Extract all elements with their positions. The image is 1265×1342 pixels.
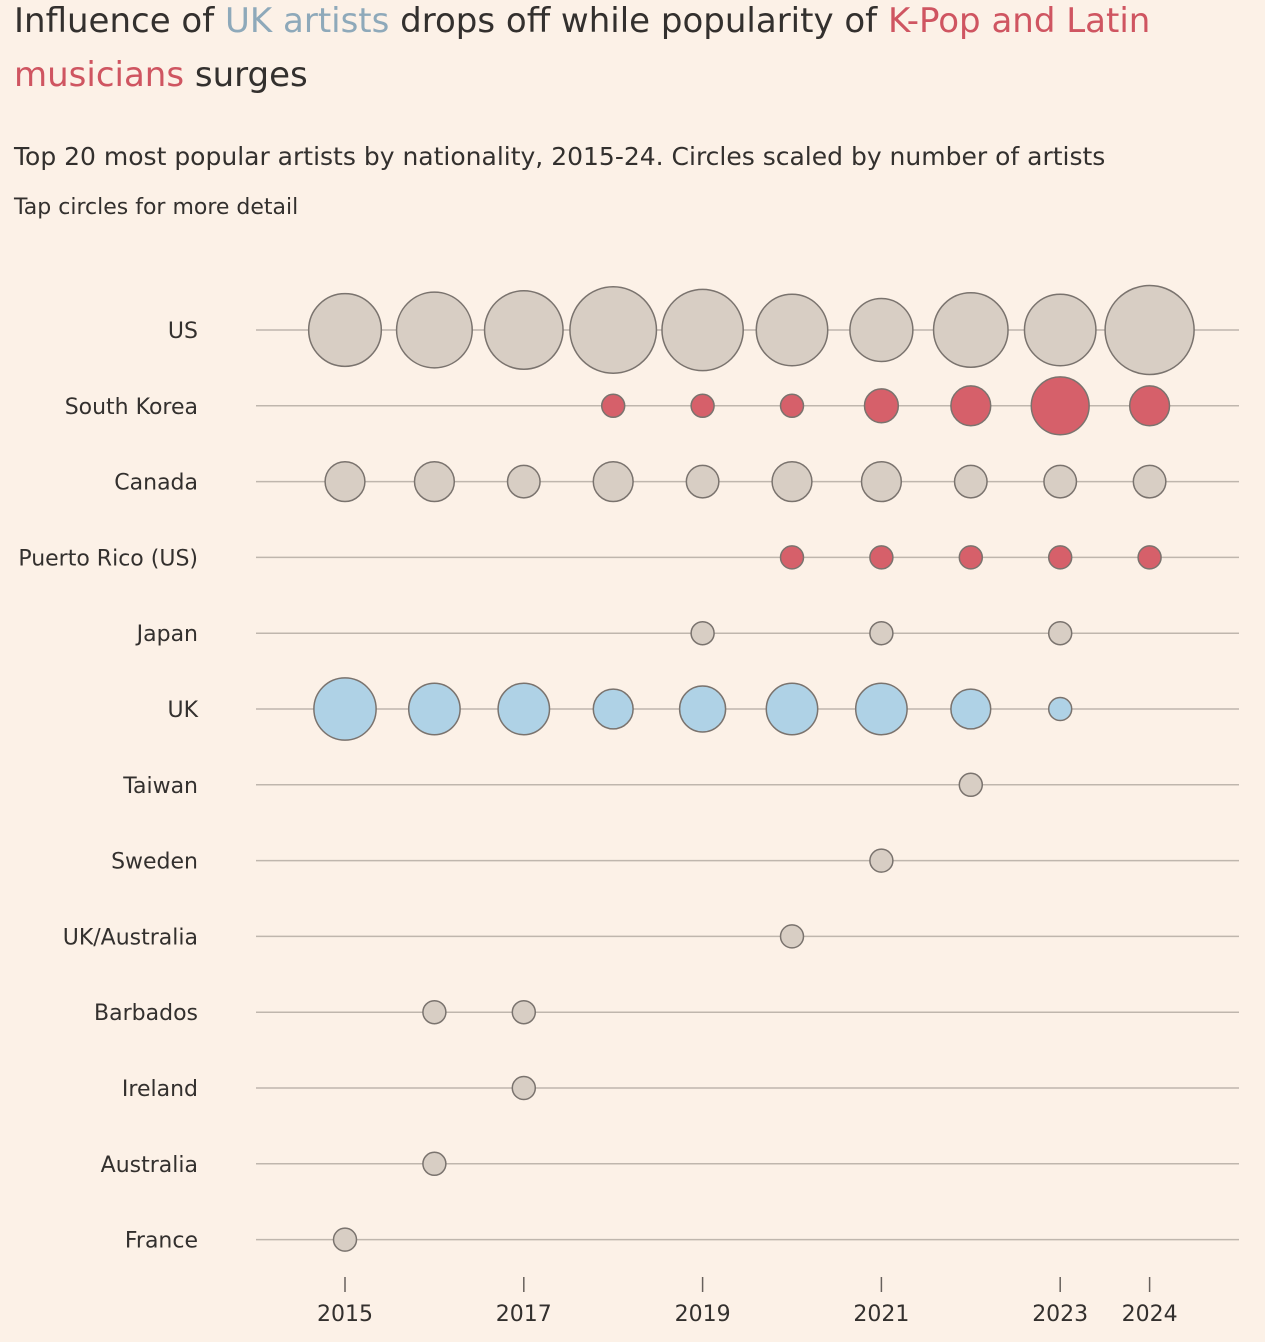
bubble-puerto-rico-us-2022[interactable]: Puerto Rico (US) 2022	[958, 545, 984, 570]
bubble-canada-2020[interactable]: Canada 2020	[771, 460, 813, 503]
x-tick-label-2024: 2024	[1122, 1302, 1178, 1327]
bubble-australia-2016[interactable]: Australia 2016	[422, 1151, 447, 1177]
bubble-puerto-rico-us-2024[interactable]: Puerto Rico (US) 2024	[1137, 545, 1162, 570]
row-label-canada: Canada	[114, 471, 198, 496]
bubble-canada-2018[interactable]: Canada 2018	[592, 460, 634, 503]
bubble-puerto-rico-us-2021[interactable]: Puerto Rico (US) 2021	[869, 545, 894, 570]
bubble-us-2019[interactable]: US 2019	[661, 288, 744, 372]
bubble-south-korea-2024[interactable]: South Korea 2024	[1128, 385, 1171, 427]
bubble-uk-2016[interactable]: UK 2016	[407, 682, 461, 736]
bubble-uk-2015[interactable]: UK 2015	[313, 677, 377, 741]
bubble-puerto-rico-us-2023[interactable]: Puerto Rico (US) 2023	[1047, 545, 1073, 570]
row-label-france: France	[125, 1229, 198, 1254]
row-label-taiwan: Taiwan	[122, 774, 198, 799]
bubble-canada-2019[interactable]: Canada 2019	[685, 464, 720, 499]
bubble-us-2024[interactable]: US 2024	[1104, 284, 1195, 376]
bubble-south-korea-2018[interactable]: South Korea 2018	[600, 393, 626, 419]
bubble-france-2015[interactable]: France 2015	[332, 1227, 358, 1252]
bubble-japan-2019[interactable]: Japan 2019	[690, 620, 715, 646]
bubble-uk-2018[interactable]: UK 2018	[592, 688, 634, 730]
bubble-us-2023[interactable]: US 2023	[1023, 293, 1097, 367]
bubble-us-2022[interactable]: US 2022	[932, 292, 1009, 368]
row-label-ireland: Ireland	[122, 1077, 198, 1102]
bubble-uk-2022[interactable]: UK 2022	[950, 688, 992, 730]
title-highlight-kpop-latin: K-Pop and Latin musicians	[14, 1, 1151, 95]
x-tick-label-2021: 2021	[853, 1302, 909, 1327]
bubble-canada-2023[interactable]: Canada 2023	[1043, 464, 1078, 499]
row-label-australia: Australia	[101, 1153, 198, 1178]
bubble-japan-2023[interactable]: Japan 2023	[1047, 620, 1073, 646]
bubble-barbados-2017[interactable]: Barbados 2017	[511, 999, 537, 1025]
row-label-puerto-rico-us: Puerto Rico (US)	[18, 546, 198, 571]
row-label-uk: UK	[167, 698, 198, 723]
row-label-south-korea: South Korea	[65, 395, 198, 420]
title-part-5: surges	[184, 55, 308, 95]
row-label-barbados: Barbados	[94, 1001, 198, 1026]
x-tick-label-2015: 2015	[317, 1302, 373, 1327]
bubble-barbados-2016[interactable]: Barbados 2016	[422, 999, 447, 1025]
bubble-south-korea-2022[interactable]: South Korea 2022	[950, 385, 992, 427]
tap-hint: Tap circles for more detail	[14, 195, 299, 220]
bubble-canada-2024[interactable]: Canada 2024	[1132, 464, 1167, 499]
bubble-taiwan-2022[interactable]: Taiwan 2022	[958, 772, 984, 798]
bubble-canada-2021[interactable]: Canada 2021	[860, 460, 903, 503]
row-label-us: US	[168, 319, 198, 344]
row-label-sweden: Sweden	[111, 850, 198, 875]
bubble-south-korea-2020[interactable]: South Korea 2020	[779, 393, 805, 419]
bubble-canada-2016[interactable]: Canada 2016	[413, 460, 456, 503]
bubble-uk-2021[interactable]: UK 2021	[854, 682, 908, 736]
chart-subtitle: Top 20 most popular artists by nationali…	[14, 142, 1106, 171]
row-label-uk-australia: UK/Australia	[63, 925, 198, 950]
x-tick-label-2019: 2019	[675, 1302, 731, 1327]
x-tick-label-2023: 2023	[1032, 1302, 1088, 1327]
title-part-3: drops off while popularity of	[389, 1, 888, 41]
chart-title: Influence of UK artists drops off while …	[14, 0, 1244, 102]
bubble-canada-2015[interactable]: Canada 2015	[324, 460, 366, 503]
bubble-uk-2020[interactable]: UK 2020	[765, 682, 819, 736]
bubble-us-2015[interactable]: US 2015	[307, 292, 383, 368]
title-highlight-uk: UK artists	[225, 1, 390, 41]
bubble-south-korea-2019[interactable]: South Korea 2019	[690, 393, 715, 419]
bubble-uk-2019[interactable]: UK 2019	[678, 685, 727, 733]
bubble-uk-2017[interactable]: UK 2017	[497, 682, 551, 736]
bubble-japan-2021[interactable]: Japan 2021	[869, 620, 894, 646]
bubble-south-korea-2021[interactable]: South Korea 2021	[863, 388, 900, 424]
bubble-us-2016[interactable]: US 2016	[395, 291, 473, 369]
bubble-ireland-2017[interactable]: Ireland 2017	[511, 1075, 537, 1101]
bubble-us-2017[interactable]: US 2017	[483, 290, 564, 370]
bubble-south-korea-2023[interactable]: South Korea 2023	[1030, 376, 1090, 436]
bubble-uk-australia-2020[interactable]: UK/Australia 2020	[779, 924, 805, 949]
row-label-japan: Japan	[135, 622, 198, 647]
bubble-puerto-rico-us-2020[interactable]: Puerto Rico (US) 2020	[779, 545, 805, 570]
bubble-us-2018[interactable]: US 2018	[569, 285, 658, 375]
bubble-canada-2022[interactable]: Canada 2022	[953, 464, 988, 499]
bubble-canada-2017[interactable]: Canada 2017	[506, 464, 541, 499]
bubble-us-2021[interactable]: US 2021	[849, 297, 914, 363]
bubble-us-2020[interactable]: US 2020	[755, 293, 829, 367]
x-tick-label-2017: 2017	[496, 1302, 552, 1327]
bubble-uk-2023[interactable]: UK 2023	[1047, 696, 1073, 722]
title-part-1: Influence of	[14, 1, 226, 41]
bubble-sweden-2021[interactable]: Sweden 2021	[869, 848, 894, 873]
